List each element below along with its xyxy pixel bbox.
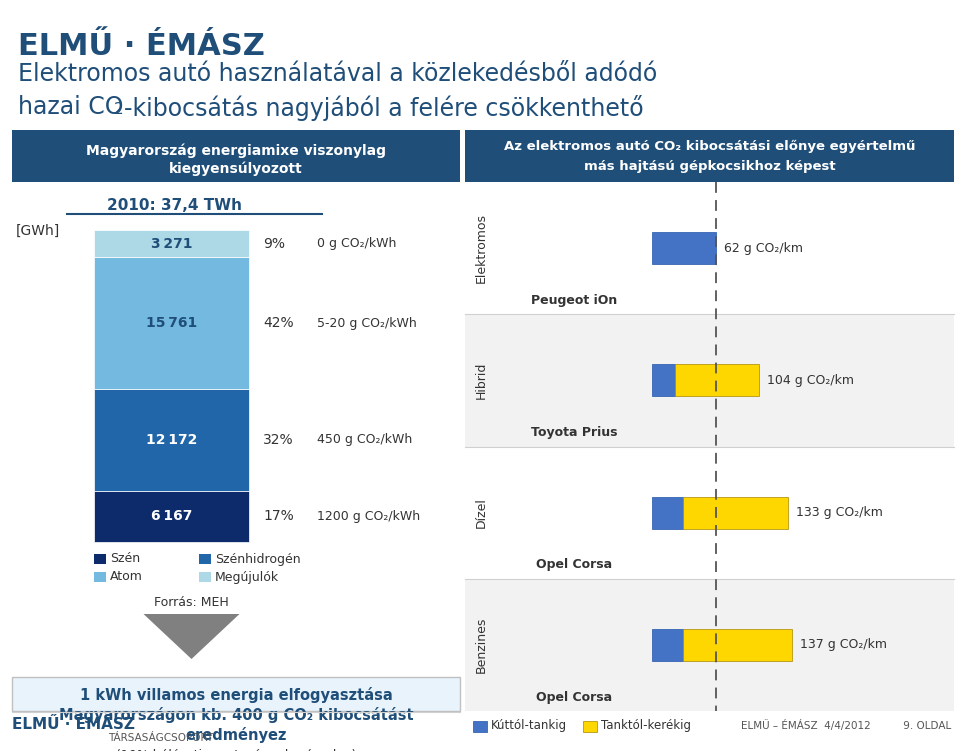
Bar <box>94 258 249 389</box>
Text: 2010: 37,4 TWh: 2010: 37,4 TWh <box>107 198 242 213</box>
Text: 137 g CO₂/km: 137 g CO₂/km <box>801 638 887 651</box>
Bar <box>94 554 106 564</box>
Text: Forrás: MEH: Forrás: MEH <box>154 596 229 609</box>
Text: Az elektromos autó CO₂ kibocsátási előnye egyértelmű: Az elektromos autó CO₂ kibocsátási előny… <box>503 140 915 153</box>
Text: (10% hálózati veszteséggel számolva): (10% hálózati veszteséggel számolva) <box>116 749 356 751</box>
Text: 32%: 32% <box>263 433 293 447</box>
Bar <box>465 182 954 314</box>
Text: 6 167: 6 167 <box>151 509 192 523</box>
Text: 15 761: 15 761 <box>146 316 198 330</box>
Bar <box>465 447 954 579</box>
Bar <box>12 130 460 182</box>
Text: 9%: 9% <box>263 237 285 251</box>
Bar <box>465 579 954 711</box>
Text: Elektromos autó használatával a közlekedésből adódó: Elektromos autó használatával a közleked… <box>18 62 657 86</box>
Text: Megújulók: Megújulók <box>215 571 279 584</box>
Text: Kúttól-tankig: Kúttól-tankig <box>491 719 567 732</box>
Text: 3 271: 3 271 <box>151 237 192 251</box>
Text: 17%: 17% <box>263 509 293 523</box>
Text: 133 g CO₂/km: 133 g CO₂/km <box>796 506 883 519</box>
Polygon shape <box>144 614 240 659</box>
Text: Atom: Atom <box>110 571 143 584</box>
Text: Benzines: Benzines <box>475 617 487 673</box>
Text: ELMŰ · ÉMÁSZ: ELMŰ · ÉMÁSZ <box>12 717 135 732</box>
Text: 1200 g CO₂/kWh: 1200 g CO₂/kWh <box>317 510 420 523</box>
Text: Magyarországon kb. 400 g CO₂ kibocsátást: Magyarországon kb. 400 g CO₂ kibocsátást <box>58 707 413 723</box>
Text: 450 g CO₂/kWh: 450 g CO₂/kWh <box>317 433 412 446</box>
Text: Hibrid: Hibrid <box>475 362 487 399</box>
Text: Szénhidrogén: Szénhidrogén <box>215 553 300 566</box>
Text: más hajtású gépkocsikhoz képest: más hajtású gépkocsikhoz képest <box>584 160 835 173</box>
Bar <box>94 389 249 490</box>
Bar <box>473 721 487 732</box>
Text: 42%: 42% <box>263 316 293 330</box>
Bar <box>199 572 211 582</box>
Text: -kibocsátás nagyjából a felére csökkenthető: -kibocsátás nagyjából a felére csökkenth… <box>124 95 643 121</box>
Text: Szén: Szén <box>110 553 140 566</box>
Text: Dízel: Dízel <box>475 497 487 528</box>
Bar <box>652 496 683 529</box>
Bar <box>94 230 249 258</box>
Bar <box>652 232 715 264</box>
Text: TÁRSASÁGCSOPORT: TÁRSASÁGCSOPORT <box>108 733 213 743</box>
Text: ELMŰ – ÉMÁSZ  4/4/2012          9. OLDAL: ELMŰ – ÉMÁSZ 4/4/2012 9. OLDAL <box>740 720 951 731</box>
Bar <box>683 496 788 529</box>
Text: 104 g CO₂/km: 104 g CO₂/km <box>766 374 854 387</box>
Text: Tanktól-kerékig: Tanktól-kerékig <box>601 719 691 732</box>
Bar <box>465 314 954 447</box>
Text: 1 kWh villamos energia elfogyasztása: 1 kWh villamos energia elfogyasztása <box>80 687 392 703</box>
Bar <box>465 130 954 182</box>
Text: Magyarország energiamixe viszonylag: Magyarország energiamixe viszonylag <box>86 143 386 158</box>
Text: 12 172: 12 172 <box>146 433 198 447</box>
Text: eredményez: eredményez <box>185 727 287 743</box>
Bar <box>652 364 674 397</box>
Text: Toyota Prius: Toyota Prius <box>531 426 618 439</box>
Text: hazai CO: hazai CO <box>18 95 124 119</box>
Text: Peugeot iOn: Peugeot iOn <box>531 294 618 306</box>
Text: 5-20 g CO₂/kWh: 5-20 g CO₂/kWh <box>317 317 417 330</box>
Bar <box>683 629 792 661</box>
Text: Elektromos: Elektromos <box>475 213 487 283</box>
Bar <box>583 721 597 732</box>
Text: 0 g CO₂/kWh: 0 g CO₂/kWh <box>317 237 396 250</box>
Bar <box>674 364 759 397</box>
Bar <box>12 677 460 711</box>
Text: 62 g CO₂/km: 62 g CO₂/km <box>723 242 803 255</box>
Text: [GWh]: [GWh] <box>16 224 60 238</box>
Bar <box>94 490 249 542</box>
Text: Opel Corsa: Opel Corsa <box>536 558 613 572</box>
Text: kiegyensúlyozott: kiegyensúlyozott <box>169 162 303 176</box>
Text: ELMŰ · ÉMÁSZ: ELMŰ · ÉMÁSZ <box>18 32 265 61</box>
Text: Opel Corsa: Opel Corsa <box>536 690 613 704</box>
Bar <box>199 554 211 564</box>
Bar <box>652 629 683 661</box>
Text: 2: 2 <box>114 102 124 117</box>
Bar <box>94 572 106 582</box>
